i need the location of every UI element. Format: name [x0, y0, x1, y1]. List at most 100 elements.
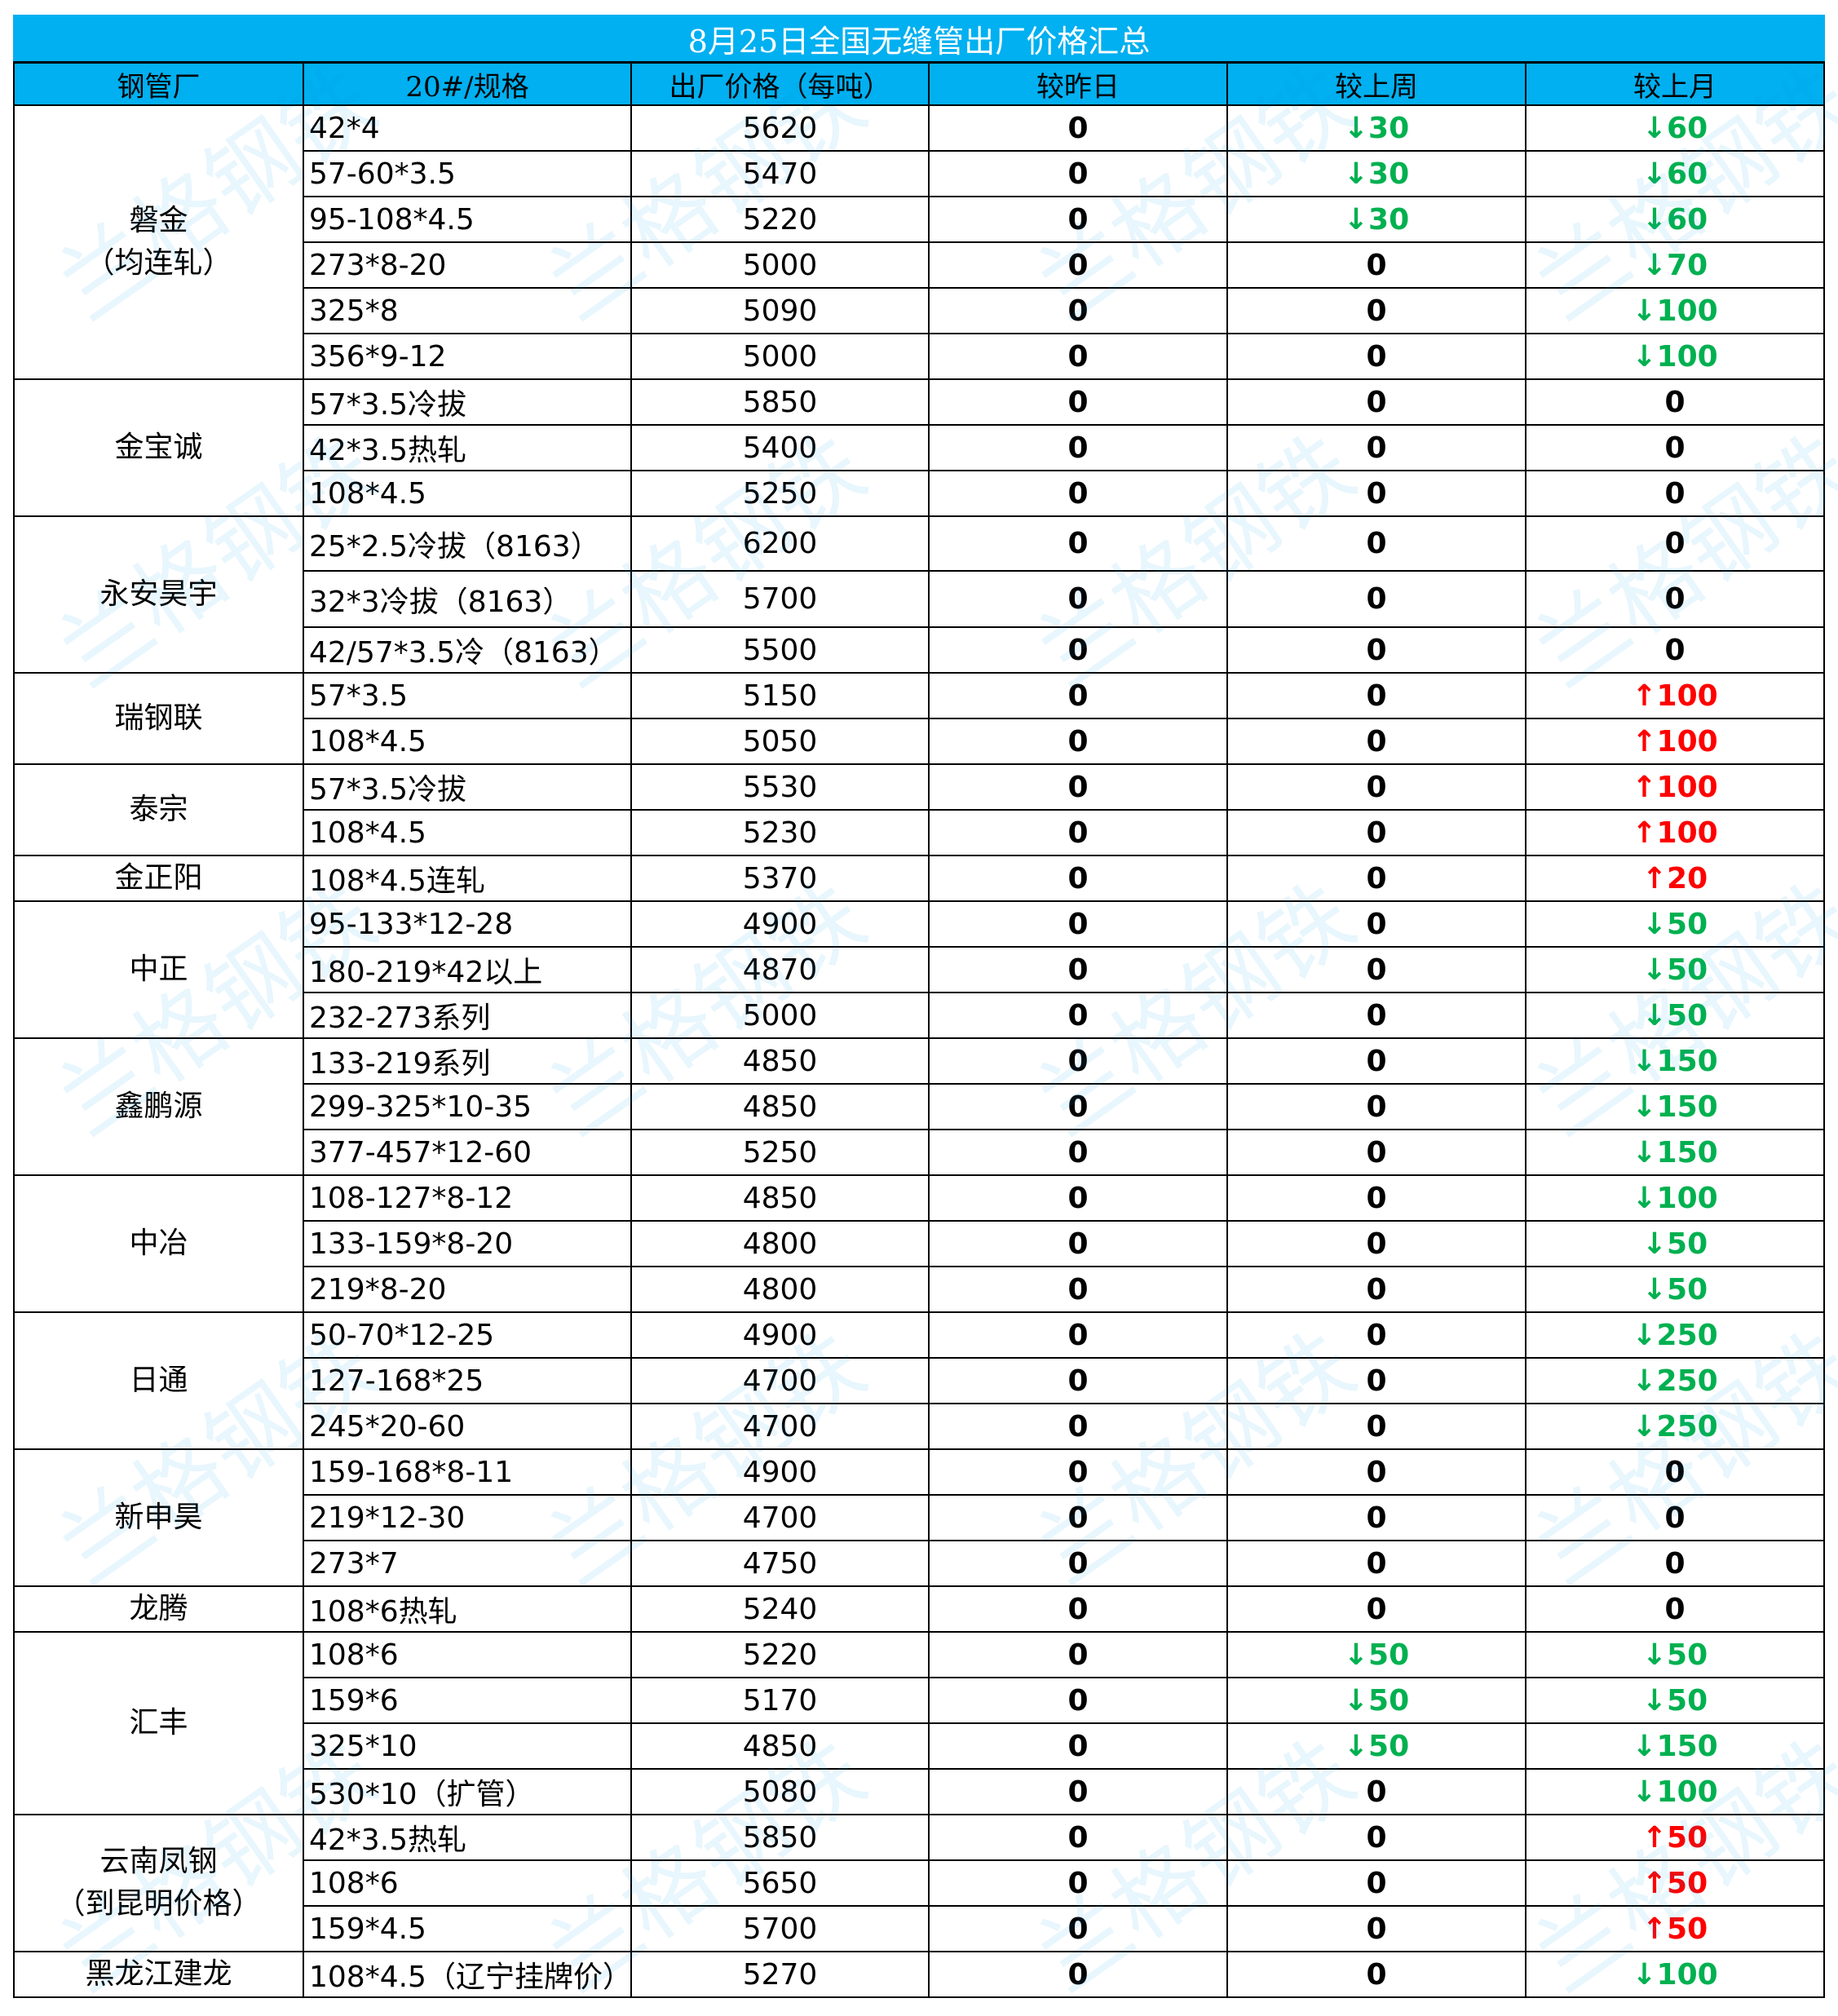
change-day-cell: 0 — [928, 1266, 1228, 1313]
change-month-cell: ↓250 — [1524, 1357, 1826, 1404]
change-month-cell: ↑100 — [1524, 763, 1826, 811]
change-month-cell: 0 — [1524, 1540, 1826, 1587]
change-week-cell: 0 — [1226, 900, 1527, 948]
change-week-cell: 0 — [1226, 1814, 1527, 1861]
price-cell: 5530 — [630, 763, 930, 811]
change-month-cell: 0 — [1524, 515, 1826, 572]
price-cell: 4700 — [630, 1403, 930, 1450]
price-cell: 5220 — [630, 1631, 930, 1678]
change-day-cell: 0 — [928, 1083, 1228, 1130]
price-cell: 5500 — [630, 626, 930, 674]
change-month-cell: ↑100 — [1524, 718, 1826, 765]
table-row: 273*8-20 5000 0 0 ↓70 — [14, 241, 1826, 289]
mill-name: 鑫鹏源 — [13, 1037, 304, 1176]
change-week-cell: 0 — [1226, 855, 1527, 902]
change-day-cell: 0 — [928, 855, 1228, 902]
mill-name-line: （均连轧） — [85, 246, 232, 280]
spec-cell: 377-457*12-60 — [303, 1129, 632, 1176]
spec-cell: 95-108*4.5 — [303, 196, 632, 243]
change-month-cell: ↓70 — [1524, 241, 1826, 289]
price-cell: 4700 — [630, 1494, 930, 1541]
header-spec: 20#/规格 — [303, 61, 632, 106]
spec-cell: 133-219系列 — [303, 1037, 632, 1085]
table-row: 219*8-20 4800 0 0 ↓50 — [14, 1266, 1826, 1313]
price-cell: 4870 — [630, 946, 930, 993]
change-month-cell: ↓50 — [1524, 900, 1826, 948]
change-day-cell: 0 — [928, 763, 1228, 811]
spec-cell: 25*2.5冷拔（8163） — [303, 515, 632, 572]
spec-cell: 159*4.5 — [303, 1905, 632, 1952]
change-month-cell: ↓250 — [1524, 1311, 1826, 1359]
spec-cell: 219*8-20 — [303, 1266, 632, 1313]
change-day-cell: 0 — [928, 1174, 1228, 1222]
change-day-cell: 0 — [928, 626, 1228, 674]
price-cell: 5050 — [630, 718, 930, 765]
mill-name-line: 日通 — [129, 1364, 188, 1397]
spec-cell: 356*9-12 — [303, 333, 632, 380]
spec-cell: 32*3冷拔（8163） — [303, 570, 632, 628]
mill-name: 中正 — [13, 900, 304, 1039]
price-cell: 5170 — [630, 1677, 930, 1724]
table-row: 金宝诚 57*3.5冷拔 5850 0 0 0 — [13, 378, 1826, 517]
change-month-cell: 0 — [1524, 1448, 1826, 1496]
mill-name-line: 金正阳 — [114, 861, 203, 895]
change-month-cell: ↑50 — [1524, 1859, 1826, 1907]
table-body: 磐金 （均连轧） 42*4 5620 0 ↓30 ↓60 57-60*3.5 5470 0 ↓30 ↓… — [13, 104, 1826, 1998]
price-cell: 4900 — [630, 900, 930, 948]
spec-cell: 108*6热轧 — [303, 1585, 632, 1633]
change-month-cell: ↓250 — [1524, 1403, 1826, 1450]
change-week-cell: 0 — [1226, 1448, 1527, 1496]
change-month-cell: 0 — [1524, 378, 1826, 426]
spec-cell: 159*6 — [303, 1677, 632, 1724]
price-cell: 4700 — [630, 1357, 930, 1404]
change-day-cell: 0 — [928, 1129, 1228, 1176]
change-day-cell: 0 — [928, 515, 1228, 572]
change-week-cell: 0 — [1226, 1311, 1527, 1359]
change-day-cell: 0 — [928, 672, 1228, 719]
change-month-cell: 0 — [1524, 424, 1826, 471]
price-cell: 5240 — [630, 1585, 930, 1633]
price-cell: 5850 — [630, 1814, 930, 1861]
price-cell: 5000 — [630, 241, 930, 289]
spec-cell: 50-70*12-25 — [303, 1311, 632, 1359]
change-week-cell: 0 — [1226, 333, 1527, 380]
spec-cell: 57*3.5冷拔 — [303, 378, 632, 426]
change-month-cell: 0 — [1524, 570, 1826, 628]
change-day-cell: 0 — [928, 241, 1228, 289]
change-month-cell: 0 — [1524, 1494, 1826, 1541]
price-cell: 6200 — [630, 515, 930, 572]
change-month-cell: ↑50 — [1524, 1814, 1826, 1861]
price-cell: 5270 — [630, 1951, 930, 1998]
change-week-cell: 0 — [1226, 1266, 1527, 1313]
mill-name: 新申昊 — [13, 1448, 304, 1587]
spec-cell: 133-159*8-20 — [303, 1220, 632, 1267]
spec-cell: 108*4.5（辽宁挂牌价） — [303, 1951, 632, 1998]
change-day-cell: 0 — [928, 1677, 1228, 1724]
mill-name-line: 鑫鹏源 — [114, 1090, 203, 1123]
change-day-cell: 0 — [928, 1540, 1228, 1587]
change-month-cell: ↓150 — [1524, 1037, 1826, 1085]
change-month-cell: ↓150 — [1524, 1129, 1826, 1176]
spec-cell: 108*6 — [303, 1859, 632, 1907]
change-week-cell: 0 — [1226, 470, 1527, 517]
table-row: 中冶 108-127*8-12 4850 0 0 ↓100 — [13, 1174, 1826, 1313]
table-row: 95-108*4.5 5220 0 ↓30 ↓60 — [14, 196, 1826, 243]
change-week-cell: 0 — [1226, 1905, 1527, 1952]
table-row: 日通 50-70*12-25 4900 0 0 ↓250 — [13, 1311, 1826, 1450]
change-week-cell: 0 — [1226, 1540, 1527, 1587]
table-row: 232-273系列 5000 0 0 ↓50 — [14, 992, 1826, 1039]
change-week-cell: 0 — [1226, 809, 1527, 856]
price-cell: 5700 — [630, 570, 930, 628]
mill-name-line: 龙腾 — [129, 1592, 188, 1625]
spec-cell: 42/57*3.5冷（8163） — [303, 626, 632, 674]
mill-name-line: 中冶 — [129, 1227, 188, 1260]
change-week-cell: 0 — [1226, 992, 1527, 1039]
price-cell: 4900 — [630, 1311, 930, 1359]
header-vs-last-week: 较上周 — [1226, 61, 1527, 106]
price-cell: 5400 — [630, 424, 930, 471]
table-row: 新申昊 159-168*8-11 4900 0 0 0 — [13, 1448, 1826, 1587]
change-week-cell: 0 — [1226, 1220, 1527, 1267]
spec-cell: 108*4.5 — [303, 470, 632, 517]
change-week-cell: 0 — [1226, 570, 1527, 628]
change-week-cell: 0 — [1226, 1403, 1527, 1450]
